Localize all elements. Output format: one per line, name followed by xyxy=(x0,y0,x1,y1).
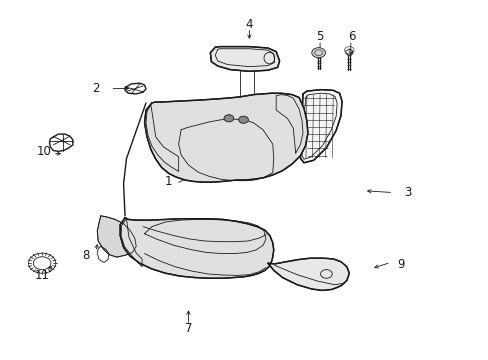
Circle shape xyxy=(311,48,325,58)
Text: 8: 8 xyxy=(82,249,89,262)
Text: 2: 2 xyxy=(92,82,100,95)
Text: 11: 11 xyxy=(35,269,50,282)
Polygon shape xyxy=(210,46,279,71)
Text: 9: 9 xyxy=(396,258,404,271)
Circle shape xyxy=(238,116,248,123)
Text: 3: 3 xyxy=(404,186,411,199)
Text: 6: 6 xyxy=(347,30,355,43)
Circle shape xyxy=(224,115,233,122)
Text: 7: 7 xyxy=(184,322,192,335)
Text: 10: 10 xyxy=(37,145,52,158)
Polygon shape xyxy=(97,216,136,257)
Text: 4: 4 xyxy=(245,18,253,31)
Polygon shape xyxy=(267,258,348,291)
Text: 5: 5 xyxy=(316,30,323,43)
Text: 1: 1 xyxy=(165,175,172,188)
Polygon shape xyxy=(144,93,307,182)
Polygon shape xyxy=(300,90,341,163)
Polygon shape xyxy=(120,218,273,278)
